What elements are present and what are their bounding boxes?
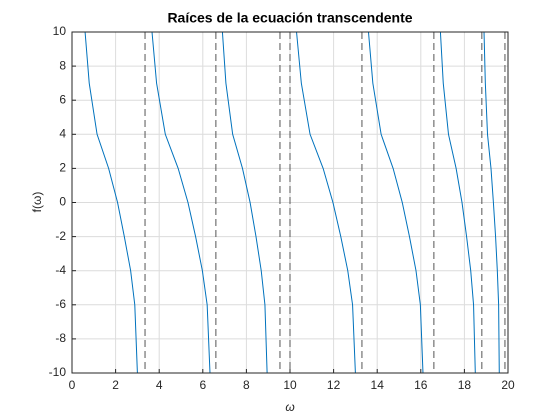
x-tick-label: 2: [112, 378, 119, 392]
x-tick-label: 20: [501, 378, 515, 392]
y-tick-label: 4: [59, 126, 66, 140]
x-tick-label: 18: [458, 378, 472, 392]
y-tick-label: 2: [59, 161, 66, 175]
plot-frame: [71, 31, 509, 374]
y-tick-label: 8: [59, 58, 66, 72]
x-tick-label: 14: [371, 378, 385, 392]
x-tick-label: 8: [243, 378, 250, 392]
y-tick-label: -8: [55, 331, 66, 345]
x-axis-label: ω: [285, 400, 294, 414]
y-tick-label: -10: [49, 365, 67, 379]
y-tick-label: 6: [59, 92, 66, 106]
y-axis-label: f(ω): [30, 192, 44, 213]
x-tick-label: 0: [69, 378, 76, 392]
chart-title: Raíces de la ecuación transcendente: [167, 10, 412, 26]
x-tick-label: 10: [283, 378, 297, 392]
y-tick-label: 10: [53, 24, 67, 38]
data-line: [84, 31, 500, 374]
x-tick-label: 16: [414, 378, 428, 392]
x-tick-label: 6: [199, 378, 206, 392]
x-tick-label: 4: [156, 378, 163, 392]
y-tick-label: -2: [55, 229, 66, 243]
x-tick-label: 12: [327, 378, 341, 392]
y-tick-label: 0: [59, 195, 66, 209]
y-tick-label: -6: [55, 297, 66, 311]
y-tick-label: -4: [55, 263, 66, 277]
